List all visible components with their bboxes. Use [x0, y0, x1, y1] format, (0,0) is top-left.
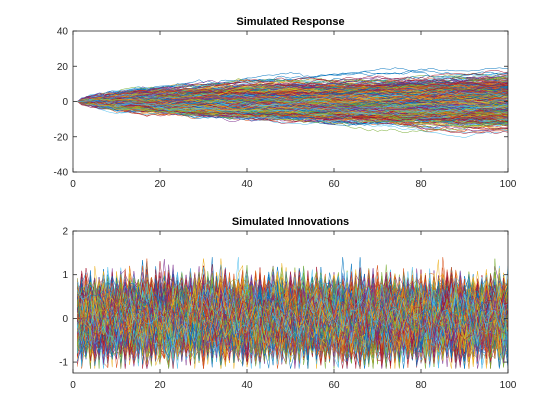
- response-line-993: [77, 98, 508, 123]
- innovation-line-995: [77, 287, 508, 362]
- response-line-995: [77, 96, 508, 108]
- x-tick-label: 100: [500, 380, 517, 391]
- y-tick-label: 20: [57, 62, 69, 73]
- x-tick-label: 0: [70, 380, 76, 391]
- x-tick-label: 100: [500, 179, 517, 190]
- response-line-992: [77, 101, 508, 133]
- x-tick-label: 60: [328, 179, 340, 190]
- innovation-line-998: [77, 283, 508, 359]
- x-tick-label: 80: [415, 380, 427, 391]
- y-tick-label: 0: [62, 314, 68, 325]
- response-line-994: [77, 99, 508, 123]
- x-tick-label: 40: [241, 380, 253, 391]
- axes-frame: [72, 230, 509, 374]
- chart-title: Simulated Innovations: [232, 216, 349, 228]
- chart-title: Simulated Response: [236, 16, 344, 28]
- response-line-977: [77, 76, 508, 102]
- y-tick-label: 0: [62, 97, 68, 108]
- y-tick-label: 40: [57, 27, 69, 38]
- response-line-996: [77, 90, 508, 105]
- x-tick-label: 60: [328, 380, 340, 391]
- response-line-999: [77, 95, 508, 117]
- y-tick-label: 2: [62, 227, 68, 238]
- series-lines: [77, 257, 508, 369]
- response-line-894: [77, 100, 508, 128]
- response-line-980: [77, 98, 508, 110]
- response-line-533: [77, 67, 508, 103]
- x-tick-label: 0: [70, 179, 76, 190]
- response-line-998: [77, 96, 508, 115]
- response-line-989: [77, 92, 508, 109]
- response-line-942: [77, 75, 508, 102]
- response-line-966: [77, 77, 508, 103]
- axes-1: 0 20 40 60 80 100 -40 -20 0 20 40 Simulated Respons…: [54, 16, 517, 190]
- x-tick-label: 80: [415, 179, 427, 190]
- y-tick-label: -20: [54, 132, 69, 143]
- y-tick-label: 1: [62, 270, 68, 281]
- innovation-line-999: [77, 272, 508, 345]
- y-tick-label: -1: [59, 358, 68, 369]
- innovation-line-997: [77, 276, 508, 353]
- response-line-931: [77, 90, 508, 104]
- x-tick-label: 20: [154, 179, 166, 190]
- innovation-line-996: [77, 276, 508, 360]
- series-lines: [77, 67, 508, 139]
- response-line-991: [77, 88, 508, 102]
- x-tick-label: 40: [241, 179, 253, 190]
- y-tick-label: -40: [54, 168, 69, 179]
- x-tick-label: 20: [154, 380, 166, 391]
- innovation-line-1000: [77, 286, 508, 349]
- response-line-997: [77, 97, 508, 110]
- response-line-1000: [77, 91, 508, 109]
